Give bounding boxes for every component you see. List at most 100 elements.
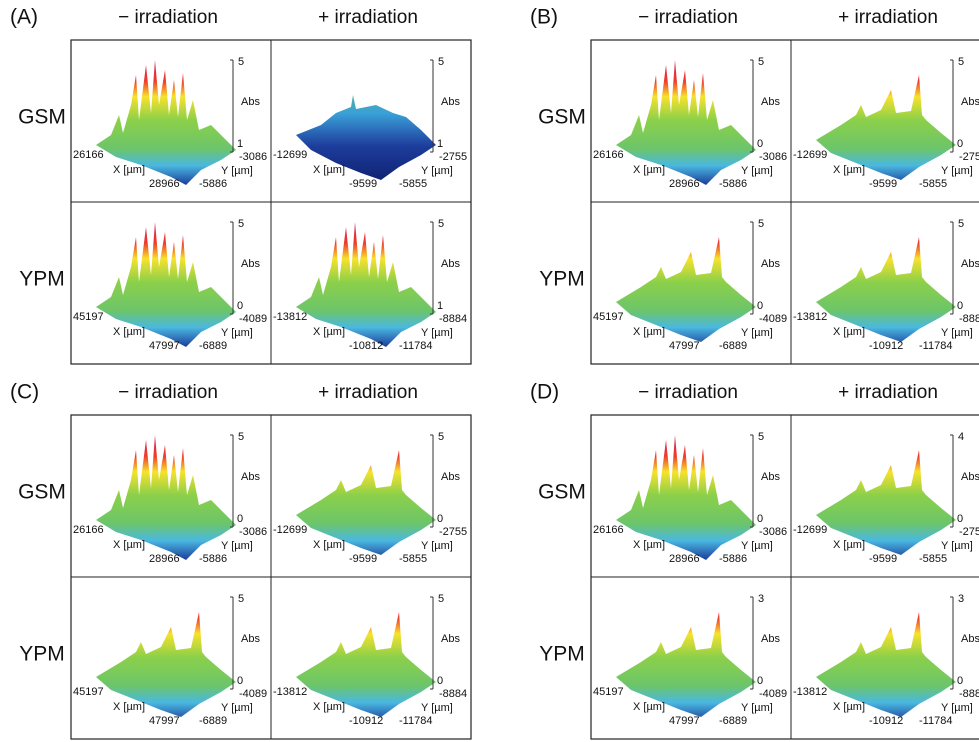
y-tick-label: -3086 [239, 526, 267, 538]
column-header: + irradiation [318, 382, 418, 403]
x-tick-label: 28966 [149, 178, 180, 190]
z-tick-label: 5 [438, 56, 444, 68]
x-axis-label: X [µm] [113, 539, 145, 551]
panel: (C) − irradiation + irradiationGSM5Abs0-30… [10, 381, 472, 740]
x-tick-label: -9599 [349, 178, 377, 190]
z-tick-label: 0 [757, 138, 763, 150]
row-label: YPM [539, 643, 585, 666]
z-tick-label: 1 [437, 138, 443, 150]
surface-plot: 5 Abs 0-8884 Y [µm]-11784 -13812 X [µm] -10912 [273, 593, 467, 727]
x-tick-label: -12699 [273, 524, 307, 536]
z-axis-label: Abs [961, 96, 979, 108]
z-tick-label: 3 [758, 593, 764, 605]
z-tick-label: 0 [957, 513, 963, 525]
z-tick-label: 0 [957, 138, 963, 150]
y-tick-label: -11784 [919, 715, 952, 727]
surface-plot: 5 Abs 0-3086 Y [µm]-5886 26166 X [µm] 28966 [73, 431, 267, 565]
x-axis-label: X [µm] [313, 326, 345, 338]
x-tick-label: 47997 [669, 340, 700, 352]
z-axis-label: Abs [241, 633, 260, 645]
y-tick-label: -6889 [199, 715, 227, 727]
z-tick-label: 5 [438, 218, 444, 230]
y-tick-label: -5886 [199, 553, 227, 565]
y-tick-label: -8884 [959, 313, 979, 325]
z-tick-label: 5 [438, 593, 444, 605]
x-tick-label: 47997 [149, 715, 180, 727]
x-axis-label: X [µm] [113, 326, 145, 338]
x-axis-label: X [µm] [313, 539, 345, 551]
surface-plot: 5 Abs 0-4089 Y [µm]-6889 45197 X [µm] 47997 [73, 218, 267, 352]
panel-label: (B) [530, 6, 558, 29]
column-header: − irradiation [638, 382, 738, 403]
x-tick-label: 45197 [73, 686, 104, 698]
x-tick-label: 45197 [593, 311, 624, 323]
x-tick-label: -10912 [869, 715, 903, 727]
y-tick-label: -2755 [959, 151, 979, 163]
panel: (B) − irradiation + irradiationGSM5Abs0-30… [530, 6, 979, 365]
y-tick-label: -5855 [919, 178, 947, 190]
x-tick-label: -9599 [349, 553, 377, 565]
x-axis-label: X [µm] [833, 164, 865, 176]
surface-plot: 5 Abs 0-2755 Y [µm]-5855 -12699 X [µm] -9599 [793, 56, 979, 190]
z-tick-label: 3 [958, 593, 964, 605]
x-tick-label: 28966 [669, 553, 700, 565]
z-axis-label: Abs [441, 471, 460, 483]
y-axis-label: Y [µm] [741, 702, 773, 714]
x-axis-label: X [µm] [833, 701, 865, 713]
x-tick-label: -13812 [793, 686, 827, 698]
z-tick-label: 5 [438, 431, 444, 443]
x-axis-label: X [µm] [633, 164, 665, 176]
panel-label: (A) [10, 6, 38, 29]
z-axis-label: Abs [961, 471, 979, 483]
y-axis-label: Y [µm] [741, 540, 773, 552]
y-axis-label: Y [µm] [941, 540, 973, 552]
x-tick-label: 26166 [73, 149, 104, 161]
x-axis-label: X [µm] [113, 701, 145, 713]
z-axis-label: Abs [761, 633, 780, 645]
y-tick-label: -2755 [439, 526, 467, 538]
surface-plot: 5 Abs 0-2755 Y [µm]-5855 -12699 X [µm] -9599 [273, 431, 467, 565]
x-tick-label: 28966 [149, 553, 180, 565]
x-tick-label: -9599 [869, 178, 897, 190]
z-tick-label: 5 [758, 431, 764, 443]
z-tick-label: 0 [757, 675, 763, 687]
y-tick-label: -5855 [399, 553, 427, 565]
y-tick-label: -4089 [239, 313, 267, 325]
y-axis-label: Y [µm] [741, 327, 773, 339]
row-label: YPM [19, 268, 65, 291]
x-tick-label: 45197 [73, 311, 104, 323]
column-header: + irradiation [318, 7, 418, 28]
column-header: + irradiation [838, 382, 938, 403]
x-tick-label: 28966 [669, 178, 700, 190]
y-axis-label: Y [µm] [221, 540, 253, 552]
row-label: GSM [538, 481, 586, 504]
y-tick-label: -5855 [399, 178, 427, 190]
z-axis-label: Abs [441, 633, 460, 645]
surface-plot: 4 Abs 0-2755 Y [µm]-5855 -12699 X [µm] -9599 [793, 431, 979, 565]
z-axis-label: Abs [241, 258, 260, 270]
y-tick-label: -5886 [199, 178, 227, 190]
y-tick-label: -6889 [719, 715, 747, 727]
z-tick-label: 0 [957, 675, 963, 687]
y-tick-label: -5886 [719, 178, 747, 190]
z-tick-label: 5 [758, 218, 764, 230]
surface-plot: 5 Abs 0-3086 Y [µm]-5886 26166 X [µm] 28966 [593, 56, 787, 190]
y-tick-label: -4089 [239, 688, 267, 700]
column-header: − irradiation [118, 382, 218, 403]
x-tick-label: 47997 [669, 715, 700, 727]
y-axis-label: Y [µm] [941, 702, 973, 714]
panel-label: (C) [10, 381, 39, 404]
z-tick-label: 0 [437, 675, 443, 687]
y-axis-label: Y [µm] [941, 327, 973, 339]
x-tick-label: -12699 [273, 149, 307, 161]
z-axis-label: Abs [241, 96, 260, 108]
x-axis-label: X [µm] [833, 539, 865, 551]
column-header: − irradiation [638, 7, 738, 28]
y-axis-label: Y [µm] [221, 702, 253, 714]
z-tick-label: 0 [437, 513, 443, 525]
z-axis-label: Abs [961, 258, 979, 270]
y-tick-label: -5855 [919, 553, 947, 565]
x-axis-label: X [µm] [113, 164, 145, 176]
